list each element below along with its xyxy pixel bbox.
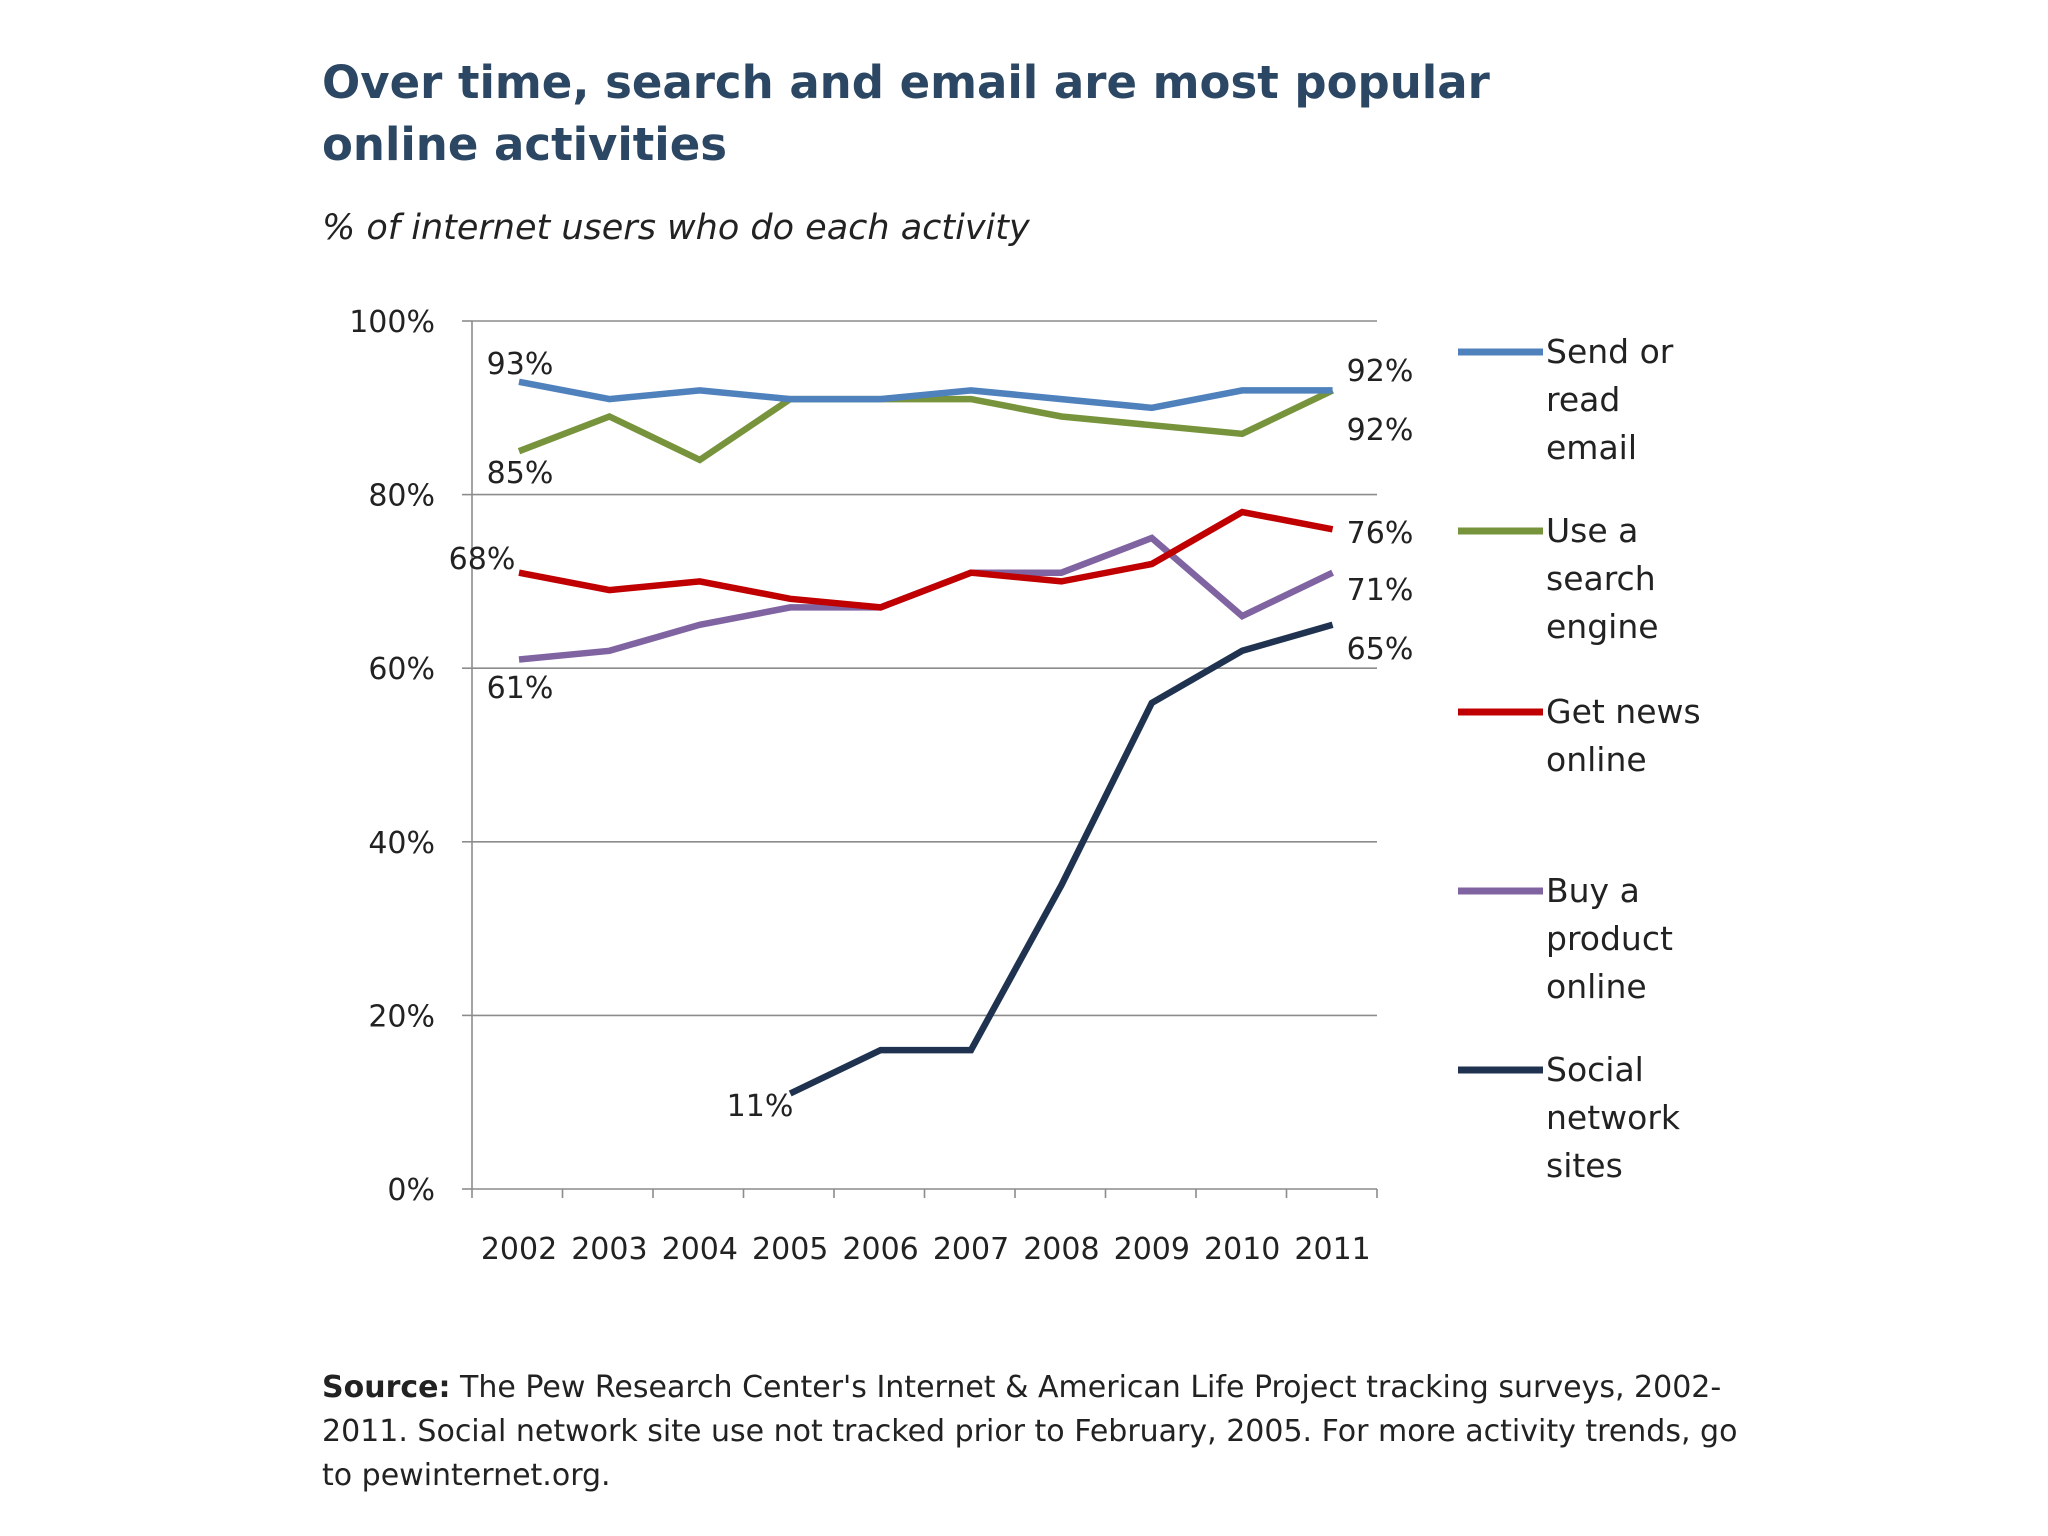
x-tick-label: 2004 xyxy=(662,1232,738,1267)
legend: Send or read email Use a search engine Get new… xyxy=(1458,332,1701,1185)
legend-label-news: online xyxy=(1546,740,1647,779)
legend-item-search: Use a search engine xyxy=(1458,511,1659,646)
axes: 0% 20% 40% 60% 80% 100% 2002 2003 2004 2005 2006 20… xyxy=(349,305,1378,1267)
series-line-social xyxy=(788,621,1334,1097)
chart-subtitle: % of internet users who do each activity xyxy=(322,208,1030,248)
x-tick-label: 2009 xyxy=(1114,1232,1190,1267)
source-note: Source: The Pew Research Center's Intern… xyxy=(322,1366,1742,1498)
series-line-buy xyxy=(518,534,1335,663)
legend-item-social: Social network sites xyxy=(1458,1050,1681,1185)
legend-label-social: network xyxy=(1546,1098,1681,1137)
data-label-search-end: 92% xyxy=(1347,413,1414,448)
data-label-social-start: 11% xyxy=(727,1089,794,1124)
x-tick-label: 2007 xyxy=(933,1232,1009,1267)
data-label-email-end: 92% xyxy=(1347,354,1414,389)
legend-label-social: sites xyxy=(1546,1146,1623,1185)
y-tick-label: 20% xyxy=(368,999,435,1034)
data-label-email-start: 93% xyxy=(487,347,554,382)
legend-item-news: Get news online xyxy=(1458,692,1701,779)
chart-title: Over time, search and email are most pop… xyxy=(322,56,1490,171)
source-label: Source: xyxy=(322,1370,451,1405)
data-label-search-start: 85% xyxy=(487,456,554,491)
legend-label-email: read xyxy=(1546,380,1620,419)
legend-label-news: Get news xyxy=(1546,692,1701,731)
data-label-buy-start: 61% xyxy=(487,671,554,706)
data-label-news-end: 76% xyxy=(1347,516,1414,551)
legend-label-social: Social xyxy=(1546,1050,1644,1089)
x-tick-label: 2008 xyxy=(1023,1232,1099,1267)
y-tick-label: 80% xyxy=(368,479,435,514)
gridlines xyxy=(472,320,1377,1017)
data-label-news-start: 68% xyxy=(449,542,516,577)
series-line-search xyxy=(517,387,1335,464)
legend-label-email: Send or xyxy=(1546,332,1674,371)
x-tick-label: 2010 xyxy=(1204,1232,1280,1267)
series-line-email xyxy=(518,378,1333,412)
x-tick-label: 2002 xyxy=(481,1232,557,1267)
x-tick-label: 2006 xyxy=(842,1232,918,1267)
legend-label-search: engine xyxy=(1546,607,1659,646)
source-text: The Pew Research Center's Internet & Ame… xyxy=(322,1370,1738,1493)
data-labels: 93% 92% 85% 92% 68% 76% 61% 71% 11% 65% xyxy=(449,347,1414,1124)
legend-label-buy: product xyxy=(1546,919,1673,958)
legend-label-buy: online xyxy=(1546,967,1647,1006)
legend-label-email: email xyxy=(1546,428,1637,467)
data-label-social-end: 65% xyxy=(1347,632,1414,667)
data-series xyxy=(517,378,1335,1097)
data-label-buy-end: 71% xyxy=(1347,573,1414,608)
legend-label-buy: Buy a xyxy=(1546,871,1640,910)
legend-item-buy: Buy a product online xyxy=(1458,871,1673,1006)
x-tick-label: 2003 xyxy=(571,1232,647,1267)
x-tick-label: 2011 xyxy=(1294,1232,1370,1267)
y-tick-label: 40% xyxy=(368,826,435,861)
y-tick-label: 0% xyxy=(387,1173,435,1208)
series-line-news xyxy=(518,508,1334,611)
x-tick-label: 2005 xyxy=(752,1232,828,1267)
y-tick-label: 100% xyxy=(349,305,435,340)
legend-label-search: Use a xyxy=(1546,511,1638,550)
y-tick-label: 60% xyxy=(368,652,435,687)
legend-item-email: Send or read email xyxy=(1458,332,1674,467)
legend-label-search: search xyxy=(1546,559,1656,598)
